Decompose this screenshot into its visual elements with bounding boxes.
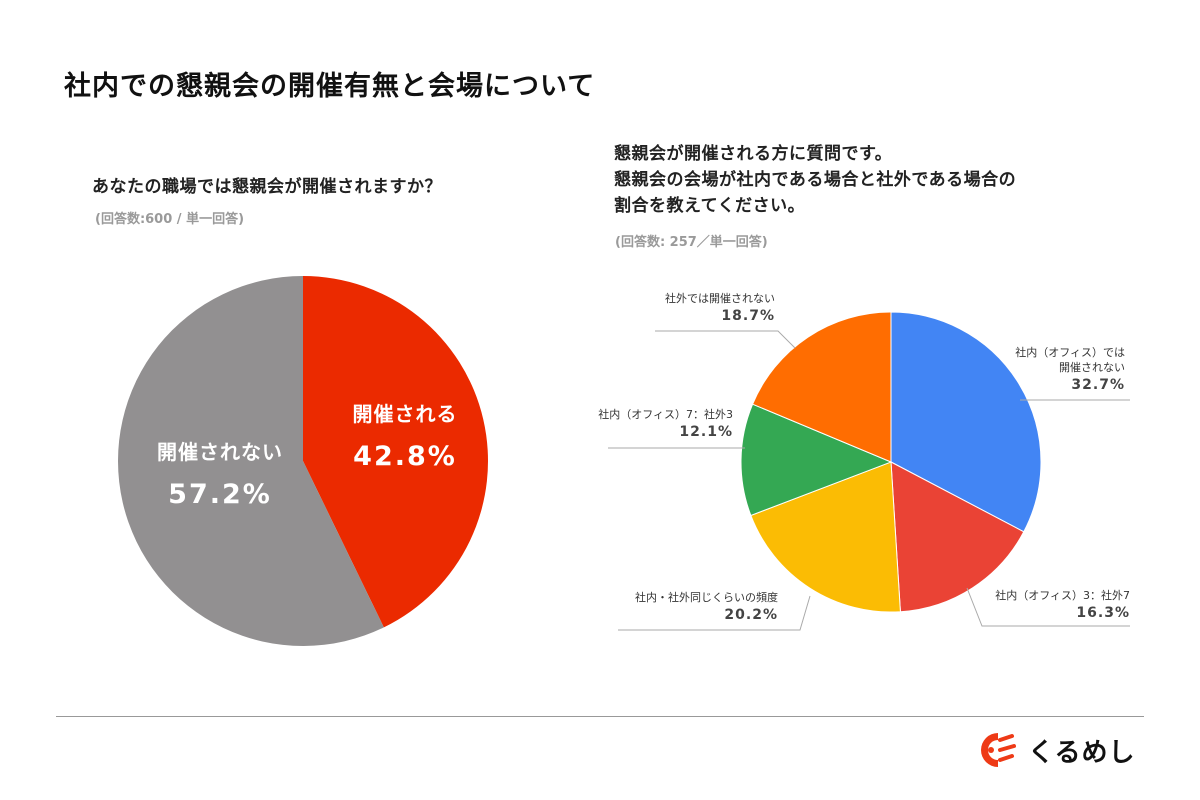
leader-line-red [966, 587, 1130, 627]
brand-logo: くるめし [978, 730, 1135, 770]
left-pie-chart [118, 276, 489, 646]
slice-category-line: 社内（オフィス）3：社外7 [995, 589, 1130, 602]
right-question-line-1: 懇親会が開催される方に質問です。 [614, 144, 893, 164]
slice-category-line: 社外では開催されない [665, 292, 775, 305]
right-chart-question: 懇親会が開催される方に質問です。 懇親会の会場が社内である場合と社外である場合の… [614, 141, 1016, 219]
slice-value: 12.1% [679, 424, 733, 440]
slice-value: 32.7% [1071, 377, 1125, 393]
right-pie-leader-lines [608, 330, 1130, 631]
right-chart-sample-note: (回答数: 257／単一回答) [615, 235, 768, 250]
slice-value: 57.2% [168, 479, 272, 510]
slice-category-line: 社内・社外同じくらいの頻度 [635, 591, 778, 604]
slice-category: 開催される [352, 402, 458, 426]
pie-slice [890, 461, 1025, 613]
right-slice-label-orange: 社外では開催されない 18.7% [620, 291, 775, 324]
slice-value: 42.8% [353, 441, 457, 472]
right-slice-label-green: 社内（オフィス）7：社外3 12.1% [590, 407, 733, 440]
footer-divider [56, 716, 1144, 717]
pie-slice [303, 276, 489, 628]
leader-line-orange [655, 330, 796, 349]
right-question-line-3: 割合を教えてください。 [614, 196, 806, 216]
right-slice-label-red: 社内（オフィス）3：社外7 16.3% [960, 588, 1130, 621]
pie-slice [751, 311, 892, 463]
right-pie-chart [740, 311, 1042, 613]
slice-category: 開催されない [157, 440, 283, 464]
pie-slice [750, 461, 901, 613]
right-slice-label-yellow: 社内・社外同じくらいの頻度 20.2% [600, 590, 778, 623]
pie-slice [740, 403, 893, 517]
left-slice-label-not-held: 開催されない 57.2% [135, 436, 305, 510]
page-title: 社内での懇親会の開催有無と会場について [64, 71, 596, 102]
leader-line-yellow [618, 595, 811, 631]
slice-value: 20.2% [724, 607, 778, 623]
slice-value: 16.3% [1076, 605, 1130, 621]
pie-slice [890, 311, 1042, 533]
brand-name: くるめし [1028, 737, 1136, 768]
slice-category-line: 社内（オフィス）7：社外3 [598, 408, 733, 421]
right-question-line-2: 懇親会の会場が社内である場合と社外である場合の [614, 170, 1017, 190]
slice-category-line: 社内（オフィス）では [1015, 346, 1125, 359]
slice-category-line: 開催されない [1059, 361, 1125, 374]
left-slice-label-held: 開催される 42.8% [330, 398, 480, 472]
slice-value: 18.7% [721, 308, 775, 324]
pie-slice [118, 276, 384, 646]
right-slice-label-blue: 社内（オフィス）では 開催されない 32.7% [960, 345, 1125, 393]
left-chart-question: あなたの職場では懇親会が開催されますか？ [92, 177, 442, 197]
kurumeshi-logo-icon [981, 733, 1018, 767]
left-chart-sample-note: (回答数:600 / 単一回答) [95, 212, 245, 227]
